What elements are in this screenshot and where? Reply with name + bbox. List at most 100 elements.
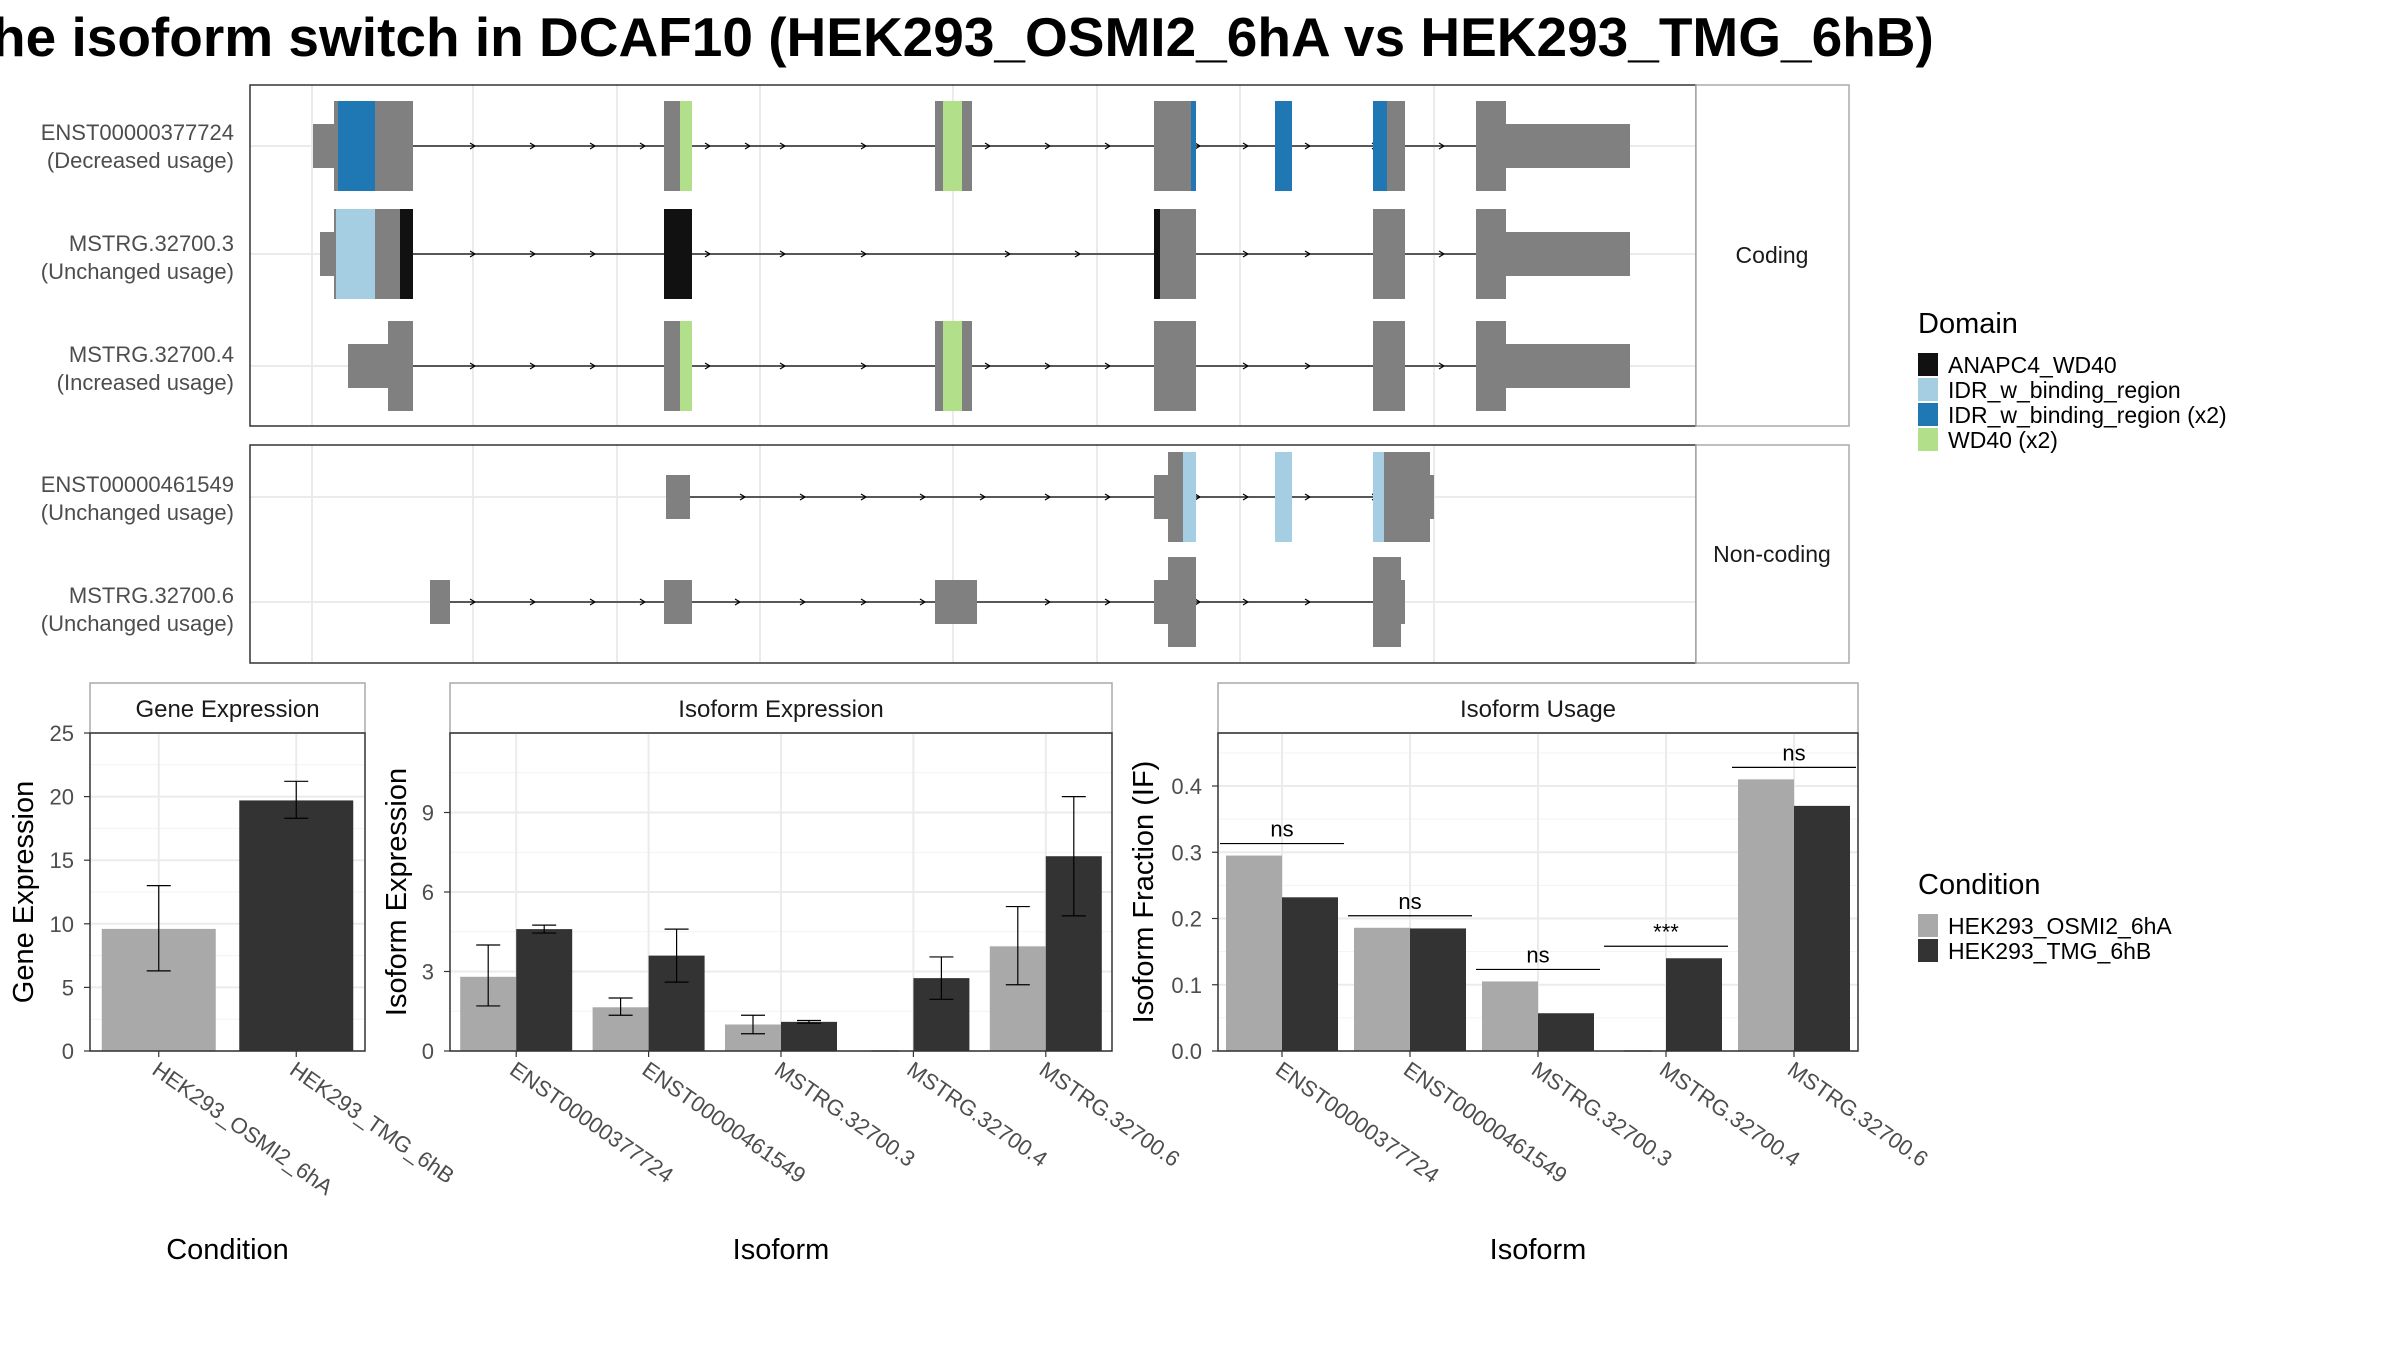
- intron-arrow: [984, 142, 992, 150]
- transcript-label-usage: (Increased usage): [57, 370, 234, 395]
- intron-arrow: [979, 493, 987, 501]
- intron-arrow: [919, 598, 927, 606]
- intron-arrow: [1304, 362, 1312, 370]
- significance-label: ns: [1526, 942, 1549, 967]
- transcript-label-usage: (Unchanged usage): [41, 500, 234, 525]
- x-tick-label: MSTRG.32700.6: [1783, 1057, 1933, 1172]
- intron-arrow: [529, 598, 537, 606]
- intron-arrow: [529, 362, 537, 370]
- intron-arrow: [1194, 142, 1202, 150]
- intron-arrow: [734, 598, 742, 606]
- transcript-label-id: ENST00000461549: [41, 472, 234, 497]
- domain-segment: [1191, 101, 1196, 191]
- intron-arrow: [860, 362, 868, 370]
- facet-label-noncoding: Non-coding: [1713, 541, 1831, 567]
- legend-key-cond-b: [1918, 939, 1938, 962]
- exon: [1154, 321, 1196, 411]
- transcript-label-usage: (Unchanged usage): [41, 259, 234, 284]
- exon: [1154, 101, 1196, 191]
- x-tick-label: MSTRG.32700.6: [1035, 1057, 1185, 1172]
- intron-arrow: [799, 598, 807, 606]
- intron-arrow: [639, 142, 647, 150]
- exon: [1506, 232, 1630, 276]
- transcript-panels: [249, 84, 1697, 664]
- legend-key-idr-x2: [1918, 403, 1938, 426]
- intron-arrow: [589, 362, 597, 370]
- y-tick-label: 25: [50, 721, 74, 746]
- exon: [1476, 209, 1506, 299]
- figure-title: he isoform switch in DCAF10 (HEK293_OSMI…: [0, 6, 1934, 68]
- domain-segment: [338, 101, 375, 191]
- y-tick-label: 0: [62, 1039, 74, 1064]
- intron-arrow: [1104, 362, 1112, 370]
- legend-label-cond-b: HEK293_TMG_6hB: [1948, 938, 2151, 964]
- intron-arrow: [1194, 598, 1202, 606]
- domain-segment: [680, 101, 692, 191]
- y-axis-title: Gene Expression: [8, 781, 40, 1003]
- y-axis-title: Isoform Fraction (IF): [1128, 761, 1160, 1024]
- domain-segment: [1275, 452, 1292, 542]
- intron-arrow: [1004, 250, 1012, 258]
- intron-arrow: [469, 362, 477, 370]
- legend-key-wd40: [1918, 428, 1938, 451]
- exon: [430, 580, 450, 624]
- exon: [1373, 209, 1405, 299]
- intron-arrow: [1044, 493, 1052, 501]
- intron-arrow: [589, 250, 597, 258]
- intron-arrow: [1044, 142, 1052, 150]
- domain-segment: [336, 209, 375, 299]
- intron-arrow: [1242, 362, 1250, 370]
- domain-segment: [400, 209, 413, 299]
- y-tick-label: 15: [50, 848, 74, 873]
- y-tick-label: 0: [422, 1039, 434, 1064]
- exon: [1373, 321, 1405, 411]
- y-tick-label: 9: [422, 801, 434, 826]
- domain-segment: [943, 101, 962, 191]
- domain-legend-title: Domain: [1918, 308, 2018, 340]
- legend-label-idr-x2: IDR_w_binding_region (x2): [1948, 402, 2227, 428]
- chart-title: Isoform Usage: [1460, 696, 1616, 723]
- intron-arrow: [779, 362, 787, 370]
- intron-arrow: [1438, 362, 1446, 370]
- chart-title-strip: [449, 682, 1113, 734]
- significance-label: ns: [1398, 889, 1421, 914]
- y-tick-label: 5: [62, 975, 74, 1000]
- bar: [1226, 855, 1282, 1051]
- exon: [1506, 344, 1630, 388]
- domain-segment: [943, 321, 962, 411]
- intron-arrow: [469, 250, 477, 258]
- exon: [1476, 101, 1506, 191]
- exon: [1506, 124, 1630, 168]
- exon: [1154, 580, 1168, 624]
- intron-arrow: [1194, 493, 1202, 501]
- chart-panel-border: [89, 732, 366, 1052]
- significance-label: ns: [1782, 740, 1805, 765]
- significance-label: ***: [1653, 919, 1679, 944]
- intron-arrow: [529, 142, 537, 150]
- x-axis-title: Isoform: [1490, 1234, 1587, 1266]
- bar: [1538, 1013, 1594, 1051]
- exon: [313, 124, 338, 168]
- exon: [1430, 475, 1434, 519]
- chart-title: Isoform Expression: [678, 696, 883, 723]
- facet-strip-noncoding: [1695, 444, 1850, 664]
- intron-arrow: [1242, 250, 1250, 258]
- bar: [239, 800, 354, 1051]
- y-axis-title: Isoform Expression: [381, 768, 413, 1016]
- significance-label: ns: [1270, 817, 1293, 842]
- intron-arrow: [779, 250, 787, 258]
- exon: [666, 475, 690, 519]
- intron-arrow: [704, 362, 712, 370]
- exon: [1401, 580, 1405, 624]
- domain-segment: [1373, 452, 1384, 542]
- exon: [388, 321, 413, 411]
- transcript-labels: ENST00000377724 (Decreased usage) MSTRG.…: [41, 120, 234, 636]
- legend-label-wd40: WD40 (x2): [1948, 427, 2058, 453]
- intron-arrow: [1242, 598, 1250, 606]
- intron-arrow: [1438, 250, 1446, 258]
- bar: [1354, 927, 1410, 1051]
- y-tick-label: 0.4: [1171, 774, 1202, 799]
- intron-arrow: [860, 250, 868, 258]
- chart-title: Gene Expression: [135, 696, 319, 723]
- intron-arrow: [1044, 598, 1052, 606]
